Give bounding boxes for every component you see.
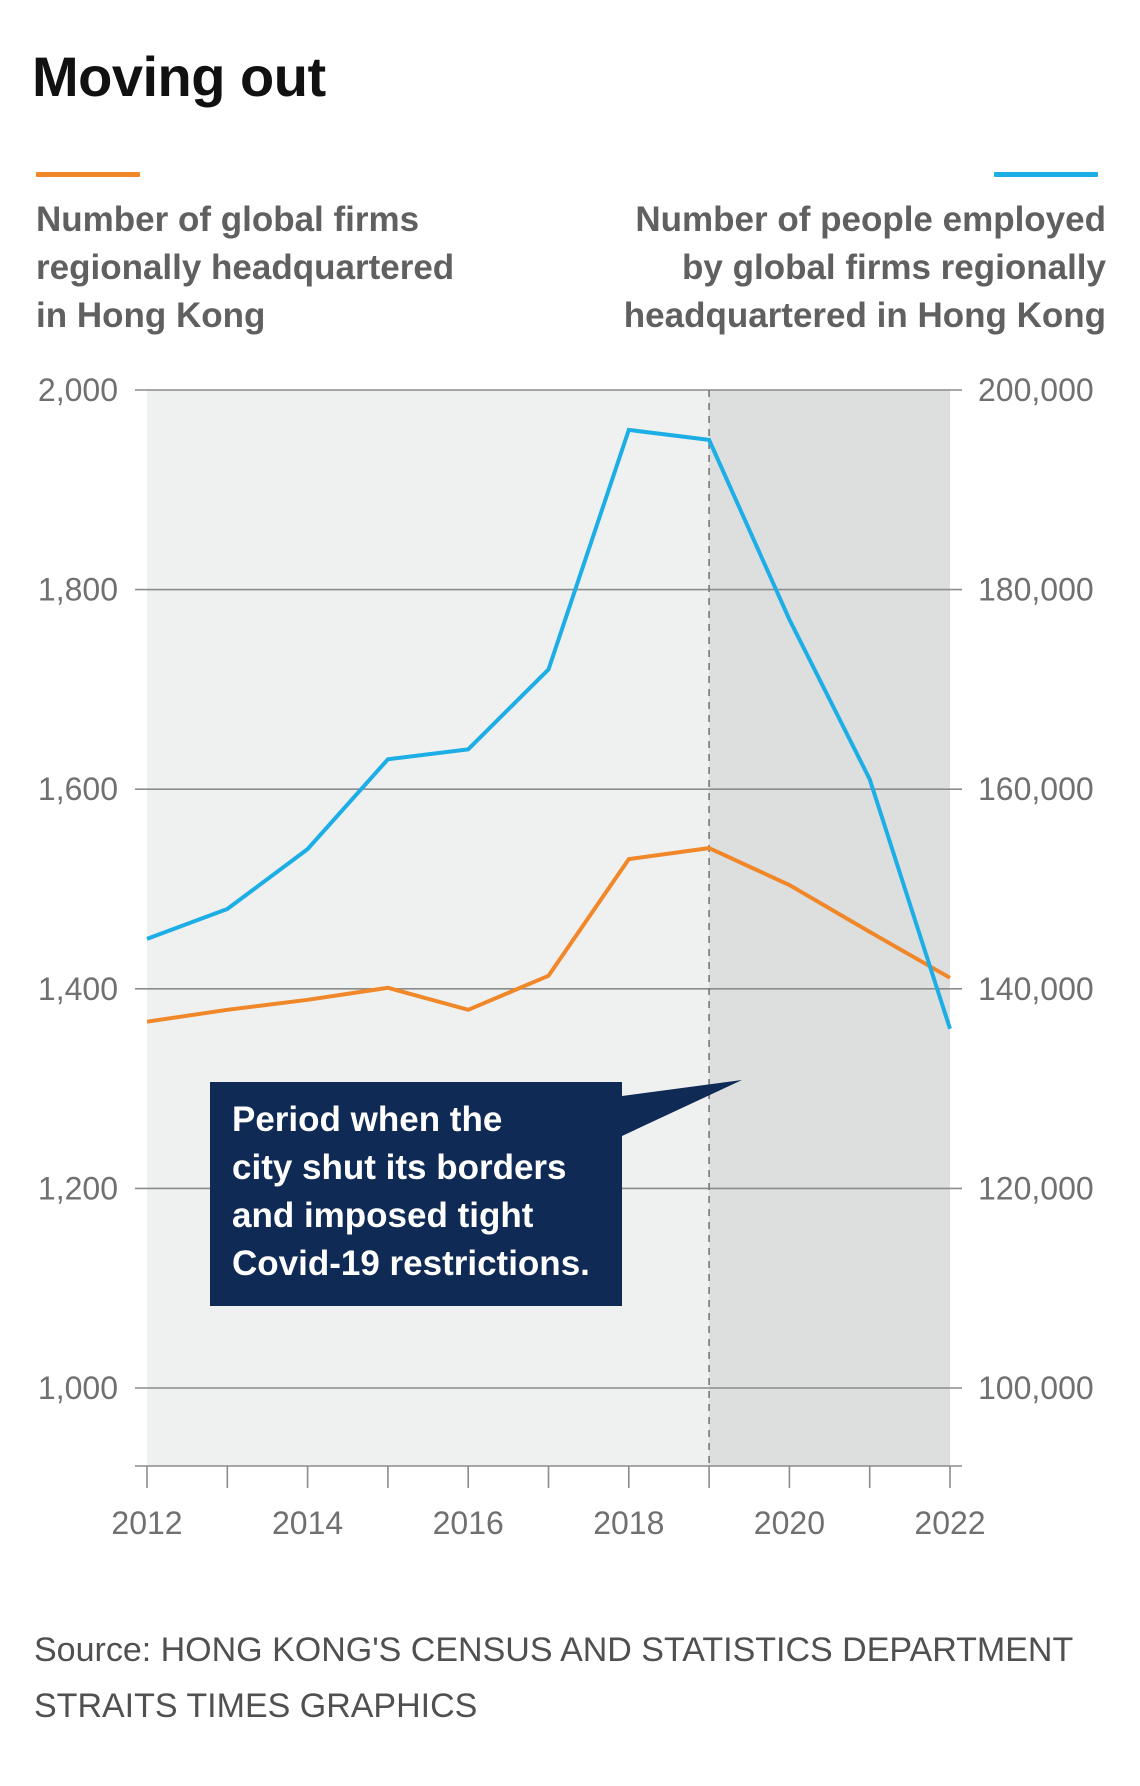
x-axis-tick-label: 2018 [593,1505,664,1540]
line-chart: 1,000 100,000 1,200 120,000 1,400 140,000 1,60… [38,372,1094,1540]
left-axis-tick-label: 2,000 [38,372,118,408]
right-axis-tick-label: 120,000 [978,1170,1094,1206]
x-axis-tick-label: 2022 [914,1505,985,1540]
x-axis-tick-label: 2016 [433,1505,504,1540]
left-axis-tick-label: 1,200 [38,1170,118,1206]
right-axis-tick-label: 140,000 [978,971,1094,1007]
legend-employees-line [994,172,1098,177]
employees-series-line [146,427,952,1030]
right-axis-tick-label: 200,000 [978,372,1094,408]
left-axis-tick-label: 1,400 [38,971,118,1007]
left-axis-tick-label: 1,600 [38,771,118,807]
legend-firms-line [36,172,140,177]
legend-employees-label: Number of people employed by global firm… [623,200,1106,335]
right-axis-tick-label: 100,000 [978,1370,1094,1406]
source-line: Source: HONG KONG'S CENSUS AND STATISTIC… [34,1631,1074,1669]
firms-series-line [146,846,951,1024]
x-axis-tick-label: 2014 [272,1505,343,1540]
x-axis-tick-label: 2020 [754,1505,825,1540]
covid-annotation-text: Period when the city shut its borders an… [232,1100,590,1283]
legend-firms-label: Number of global firms regionally headqu… [36,200,455,335]
covid-annotation: Period when the city shut its borders an… [210,1082,622,1306]
chart-title: Moving out [32,45,326,108]
left-axis-tick-label: 1,800 [38,572,118,608]
left-axis-tick-label: 1,000 [38,1370,118,1406]
right-axis-tick-label: 180,000 [978,572,1094,608]
source-note: Source: HONG KONG'S CENSUS AND STATISTIC… [34,1622,1073,1734]
right-axis-tick-label: 160,000 [978,771,1094,807]
x-axis-tick-label: 2012 [111,1505,182,1540]
credit-line: STRAITS TIMES GRAPHICS [34,1687,478,1725]
annotation-pointer [622,1080,742,1136]
covid-period-shading [709,390,950,1466]
